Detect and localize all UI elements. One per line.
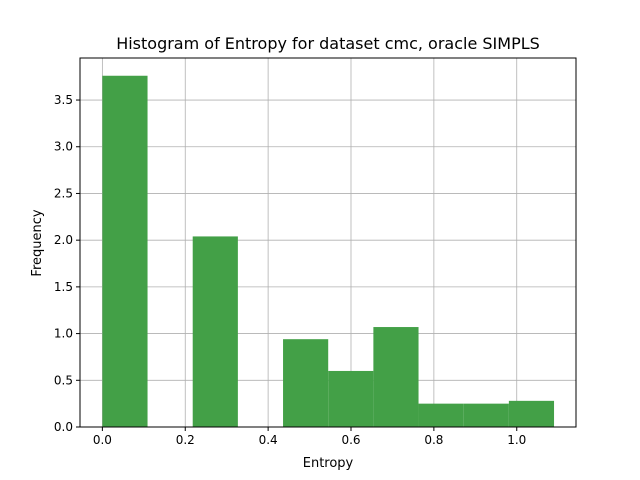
axes-frame: [79, 57, 577, 428]
x-tick-label: 0.4: [259, 433, 278, 447]
y-tick-label: 1.0: [54, 327, 73, 341]
y-axis-label: Frequency: [30, 209, 45, 276]
histogram-bar: [373, 327, 419, 427]
x-tick-label: 0.0: [93, 433, 112, 447]
y-tick-label: 1.5: [54, 280, 73, 294]
x-tick-label: 0.2: [176, 433, 195, 447]
y-tick-label: 0.5: [54, 373, 73, 387]
chart-title: Histogram of Entropy for dataset cmc, or…: [116, 34, 540, 53]
y-tick-label: 3.5: [54, 93, 73, 107]
x-tick-label: 0.6: [341, 433, 360, 447]
y-tick-label: 3.0: [54, 140, 73, 154]
x-ticks: 0.0 0.2 0.4 0.6 0.8 1.0: [93, 427, 526, 447]
y-tick-label: 0.0: [54, 420, 73, 434]
y-tick-label: 2.0: [54, 233, 73, 247]
histogram-bar: [192, 236, 238, 427]
histogram-bar: [328, 370, 374, 427]
y-tick-label: 2.5: [54, 186, 73, 200]
histogram-bar: [463, 403, 509, 427]
histogram-bar: [102, 75, 148, 428]
x-axis-label: Entropy: [303, 456, 354, 471]
x-tick-label: 0.8: [424, 433, 443, 447]
y-ticks: 0.0 0.5 1.0 1.5 2.0 2.5 3.0 3.5: [54, 93, 80, 434]
histogram-bar: [283, 339, 329, 427]
histogram-bar: [418, 403, 464, 427]
histogram-bar: [508, 400, 555, 427]
grid: [80, 58, 576, 428]
bars: [102, 75, 555, 428]
x-tick-label: 1.0: [507, 433, 526, 447]
